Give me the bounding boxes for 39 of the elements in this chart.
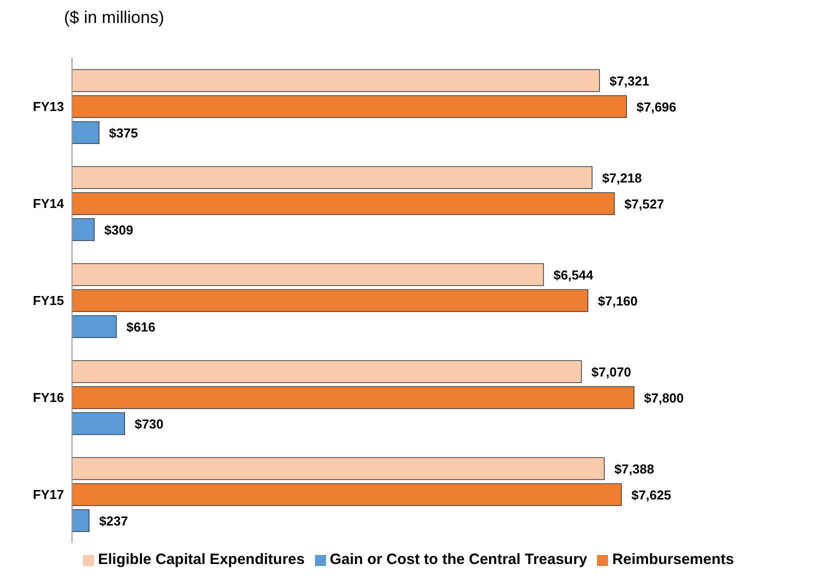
bar	[72, 192, 615, 216]
bar	[72, 69, 600, 92]
data-label: $7,321	[609, 73, 650, 88]
data-label: $6,544	[554, 267, 594, 282]
bar	[72, 386, 634, 410]
bar	[72, 360, 582, 384]
y-tick-label: FY13	[32, 99, 64, 114]
data-label: $7,070	[591, 364, 632, 380]
chart-title: ($ in millions)	[64, 8, 166, 29]
bar	[72, 457, 605, 480]
bar	[72, 263, 544, 286]
bar	[72, 412, 125, 436]
data-label: $7,800	[644, 390, 684, 406]
data-label: $730	[134, 416, 164, 432]
legend-label: Reimbursements	[612, 551, 734, 568]
bar	[72, 121, 100, 144]
data-label: $7,388	[614, 461, 654, 476]
bar	[72, 289, 588, 312]
y-tick-label: FY17	[32, 487, 64, 502]
data-label: $7,160	[598, 293, 638, 308]
bar	[72, 509, 90, 532]
data-label: $7,218	[602, 170, 642, 186]
data-label: $7,527	[624, 196, 664, 212]
data-label: $7,696	[636, 99, 676, 114]
y-tick-label: FY15	[32, 293, 64, 308]
y-tick-label: FY16	[32, 390, 64, 406]
bar	[72, 315, 117, 338]
data-label: $375	[109, 125, 138, 140]
data-label: $237	[99, 513, 128, 528]
data-label: $616	[126, 319, 156, 334]
y-tick-label: FY14	[32, 196, 65, 212]
legend-label: Gain or Cost to the Central Treasury	[330, 551, 588, 568]
data-label: $7,625	[631, 487, 672, 502]
bar	[72, 483, 622, 506]
bar	[72, 218, 95, 242]
bar	[72, 166, 592, 190]
legend-label: Eligible Capital Expenditures	[98, 551, 305, 568]
bar	[72, 95, 627, 118]
data-label: $309	[104, 222, 134, 238]
